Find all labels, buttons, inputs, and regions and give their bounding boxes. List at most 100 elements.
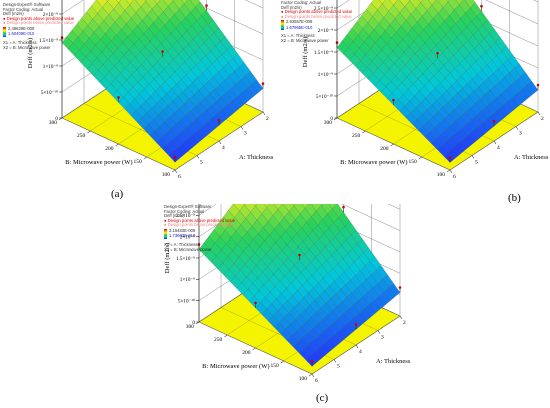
x-tick-label: 2 bbox=[541, 116, 544, 122]
x-tick-label: 5 bbox=[337, 364, 340, 370]
surface-cell bbox=[408, 0, 411, 1]
y-tick-label: 200 bbox=[105, 146, 114, 152]
x-tick bbox=[377, 330, 381, 334]
x-tick bbox=[537, 111, 541, 116]
legend-response: Deff (m2/s) bbox=[164, 213, 185, 219]
y-tick-label: 200 bbox=[380, 146, 389, 152]
y-tick bbox=[171, 169, 176, 173]
legend-x2: X2 = B: Microwave power bbox=[164, 246, 212, 252]
x-axis-title: A: Thickness (mm) bbox=[239, 154, 275, 161]
design-point bbox=[342, 205, 345, 209]
y-tick bbox=[390, 143, 394, 147]
x-tick-label: 4 bbox=[497, 145, 500, 151]
y-tick-label: 300 bbox=[324, 120, 333, 126]
y-axis-title: B: Microwave power (W) bbox=[202, 363, 269, 370]
z-tick-label: 1.5×10⁻⁹ bbox=[314, 50, 333, 56]
y-tick-label: 250 bbox=[352, 133, 361, 139]
design-point bbox=[254, 301, 257, 305]
chart-panel-a: 05×10⁻¹⁰1×10⁻⁹1.5×10⁻⁹2×10⁻⁹2.5×10⁻⁹Deff… bbox=[0, 0, 275, 204]
legend-response: Deff (m2/s) bbox=[281, 4, 302, 10]
legend-min: 1.67965E-010 bbox=[286, 24, 313, 30]
design-point bbox=[398, 286, 402, 289]
design-point bbox=[173, 155, 177, 159]
legend-below: ● Design points below predicted value bbox=[3, 20, 74, 26]
design-point bbox=[354, 323, 358, 326]
x-tick-label: 3 bbox=[244, 131, 247, 137]
surface-cell bbox=[263, 204, 270, 208]
y-tick-label: 250 bbox=[214, 337, 223, 343]
y-tick-label: 150 bbox=[271, 363, 280, 369]
chart-panel-c: 05×10⁻¹⁰1×10⁻⁹1.5×10⁻⁹2×10⁻⁹2.5×10⁻⁹3×10… bbox=[137, 204, 412, 408]
legend-x1: X1 = A: Thickness bbox=[3, 39, 37, 45]
z-tick-label: 1.5×10⁻⁹ bbox=[176, 256, 195, 262]
y-tick bbox=[308, 373, 313, 377]
surface-plot-c: 05×10⁻¹⁰1×10⁻⁹1.5×10⁻⁹2×10⁻⁹2.5×10⁻⁹3×10… bbox=[164, 204, 412, 384]
z-tick-label: 0 bbox=[55, 116, 58, 122]
z-tick-label: 0 bbox=[192, 320, 195, 326]
surface-cell bbox=[153, 0, 161, 4]
y-tick bbox=[195, 321, 200, 325]
design-point bbox=[492, 119, 496, 123]
x-tick-label: 6 bbox=[453, 174, 456, 180]
legend-x2: X2 = B: Microwave power bbox=[281, 37, 329, 43]
y-tick-label: 100 bbox=[437, 172, 446, 178]
x-tick bbox=[493, 140, 497, 145]
y-tick-label: 200 bbox=[242, 350, 251, 356]
z-tick-label: 1×10⁻⁹ bbox=[43, 64, 58, 70]
surface-cell bbox=[106, 0, 109, 2]
legend-above: ● Design points above predicted value bbox=[164, 217, 236, 223]
z-axis-title: Deff (m2/s) bbox=[302, 37, 309, 67]
panel-label-a: (a) bbox=[111, 188, 124, 200]
x-axis-title: A: Thickness (mm) bbox=[514, 154, 550, 161]
x-tick-label: 3 bbox=[519, 131, 522, 137]
x-tick bbox=[262, 111, 266, 116]
x-tick-label: 2 bbox=[403, 320, 406, 326]
y-tick-label: 100 bbox=[299, 376, 308, 382]
legend-c: Design-Expert® Software Factor Coding: A… bbox=[164, 204, 236, 252]
y-tick bbox=[418, 156, 422, 160]
y-tick bbox=[333, 117, 338, 121]
legend-above: ● Design points above predicted value bbox=[3, 15, 75, 21]
design-point bbox=[480, 4, 483, 8]
surface-cell bbox=[144, 0, 147, 2]
z-tick-label: 2×10⁻⁹ bbox=[318, 28, 333, 34]
design-point bbox=[392, 98, 395, 102]
surface-cell bbox=[418, 0, 424, 3]
legend-max: 2.93557E-009 bbox=[286, 19, 313, 25]
legend-min: 1.73603E-010 bbox=[169, 233, 196, 239]
z-tick-label: 2.5×10⁻⁹ bbox=[314, 6, 333, 12]
legend-max: 3.15483E-009 bbox=[169, 227, 196, 233]
z-tick-label: 5×10⁻¹⁰ bbox=[41, 90, 58, 96]
legend-coding: Factor Coding: Actual bbox=[281, 0, 322, 5]
design-point bbox=[217, 119, 221, 122]
design-point bbox=[261, 82, 265, 85]
x-tick bbox=[449, 169, 453, 174]
y-tick-label: 300 bbox=[186, 324, 195, 330]
legend-below: ● Design points below predicted value bbox=[164, 222, 235, 228]
x-tick-label: 4 bbox=[359, 349, 362, 355]
design-point bbox=[298, 253, 301, 257]
design-point bbox=[117, 96, 120, 99]
y-axis-title: B: Microwave power (W) bbox=[65, 159, 132, 166]
design-point bbox=[536, 83, 540, 87]
x-tick-label: 5 bbox=[475, 160, 478, 166]
surface-cell bbox=[253, 204, 258, 207]
x-tick bbox=[355, 344, 359, 349]
x-tick-label: 4 bbox=[222, 145, 225, 151]
y-tick bbox=[58, 117, 63, 121]
panel-label-c: (c) bbox=[316, 392, 329, 404]
panel-label-b: (b) bbox=[508, 192, 521, 204]
x-tick-label: 3 bbox=[381, 335, 384, 341]
legend-above: ● Design points above predicted value bbox=[281, 9, 353, 15]
legend-coding: Factor Coding: Actual bbox=[3, 6, 44, 12]
y-tick bbox=[143, 156, 147, 160]
x-tick-label: 2 bbox=[266, 116, 269, 122]
x-tick bbox=[196, 155, 200, 159]
x-axis-title: A: Thickness (mm) bbox=[376, 358, 412, 365]
z-tick-label: 2×10⁻⁹ bbox=[43, 12, 58, 18]
x-tick bbox=[333, 359, 337, 363]
z-axis-title: Deff (m2/s) bbox=[164, 243, 171, 273]
y-tick-label: 150 bbox=[409, 159, 418, 165]
y-tick bbox=[115, 143, 119, 147]
legend-software: Design-Expert® Software bbox=[164, 204, 212, 209]
